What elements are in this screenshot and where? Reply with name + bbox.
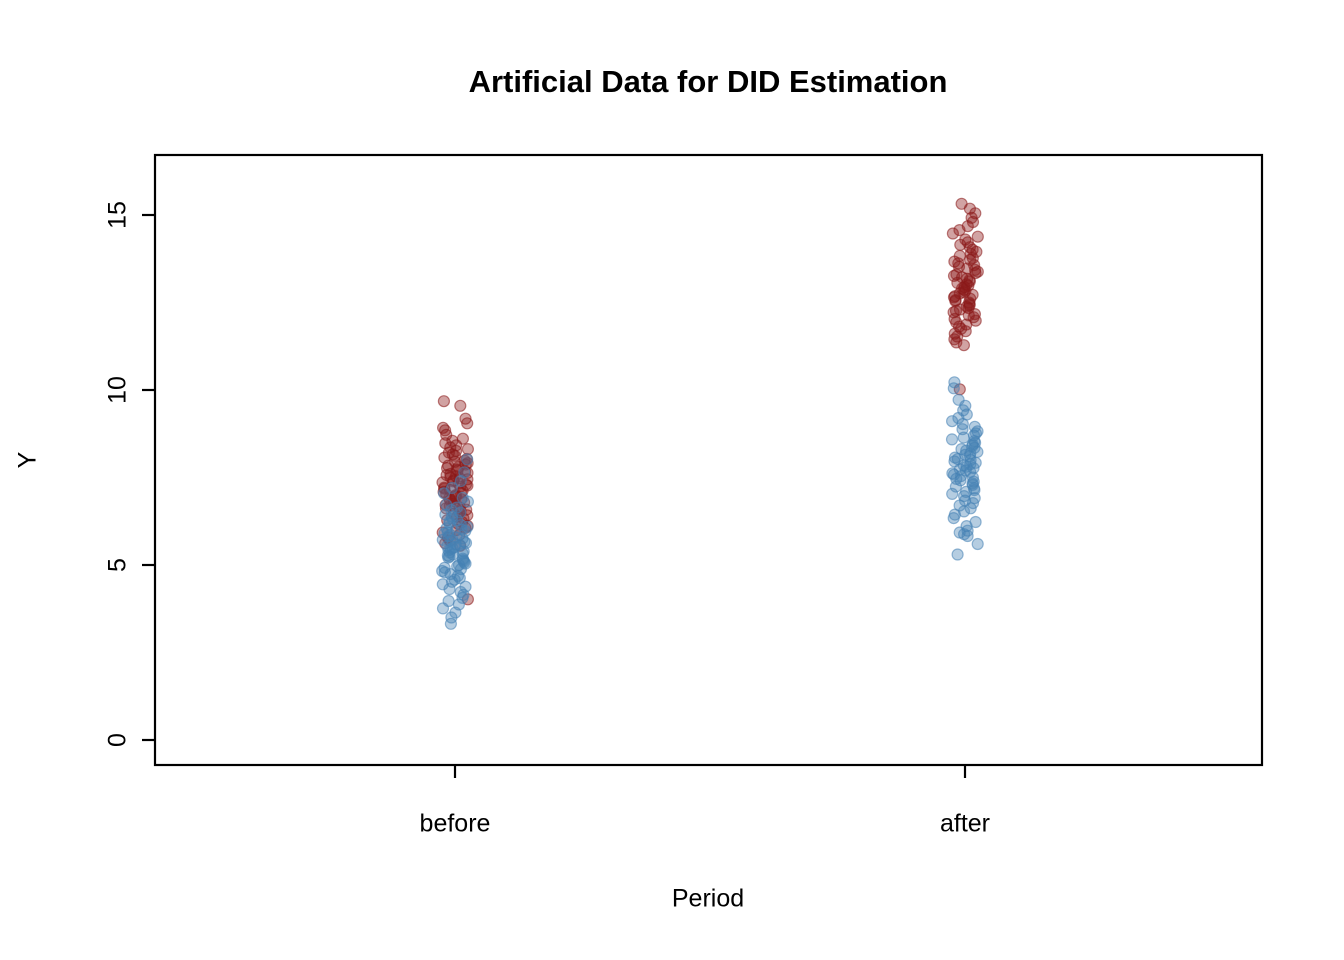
chart-title: Artificial Data for DID Estimation [468,64,948,99]
data-point-treated-after [950,336,963,349]
data-point-control-before [454,474,467,488]
data-point-control-after [947,511,960,525]
data-point-treated-before [439,424,452,437]
data-point-control-before [437,487,451,500]
data-point-treated-after [946,227,960,240]
data-point-treated-before [437,395,450,408]
data-point-treated-before [461,417,474,430]
data-point-control-after [971,537,984,551]
data-point-control-before [436,602,450,615]
data-point-control-before [454,563,467,576]
data-point-control-after [957,431,970,444]
data-point-control-after [957,505,971,518]
y-tick-label-0: 0 [103,733,132,747]
plot-box [153,153,1264,767]
data-point-control-after [964,502,977,515]
data-point-control-before [461,495,474,508]
axis-ticks [142,213,967,778]
data-point-treated-before [454,399,467,412]
data-point-control-after [946,487,959,500]
x-tick-label-after: after [939,809,991,838]
data-point-control-after [945,433,959,446]
data-point-control-before [445,575,459,588]
x-axis-title: Period [671,884,745,913]
y-tick-label-10: 10 [103,376,132,404]
data-point-control-before [444,617,457,630]
data-point-control-after [945,415,959,428]
data-point-control-before [436,533,449,546]
data-point-treated-after [957,339,971,352]
data-point-control-after [952,411,965,425]
data-point-control-before [445,611,458,624]
y-tick-label-15: 15 [103,201,132,229]
data-point-treated-after [953,224,966,237]
data-point-control-after [949,480,963,493]
y-tick-label-5: 5 [103,558,132,572]
data-point-control-after [954,474,967,487]
data-point-treated-before [461,443,474,456]
data-point-control-after [961,529,974,543]
points-layer [436,197,984,630]
data-point-control-after [947,382,960,395]
data-point-control-before [461,453,474,466]
x-tick-label-before: before [419,809,491,838]
data-point-treated-after [971,230,984,243]
y-axis-title: Y [13,451,42,469]
data-point-control-before [456,591,469,605]
data-point-control-after [951,548,964,561]
data-point-control-before [442,551,455,564]
data-point-control-before [443,582,456,596]
